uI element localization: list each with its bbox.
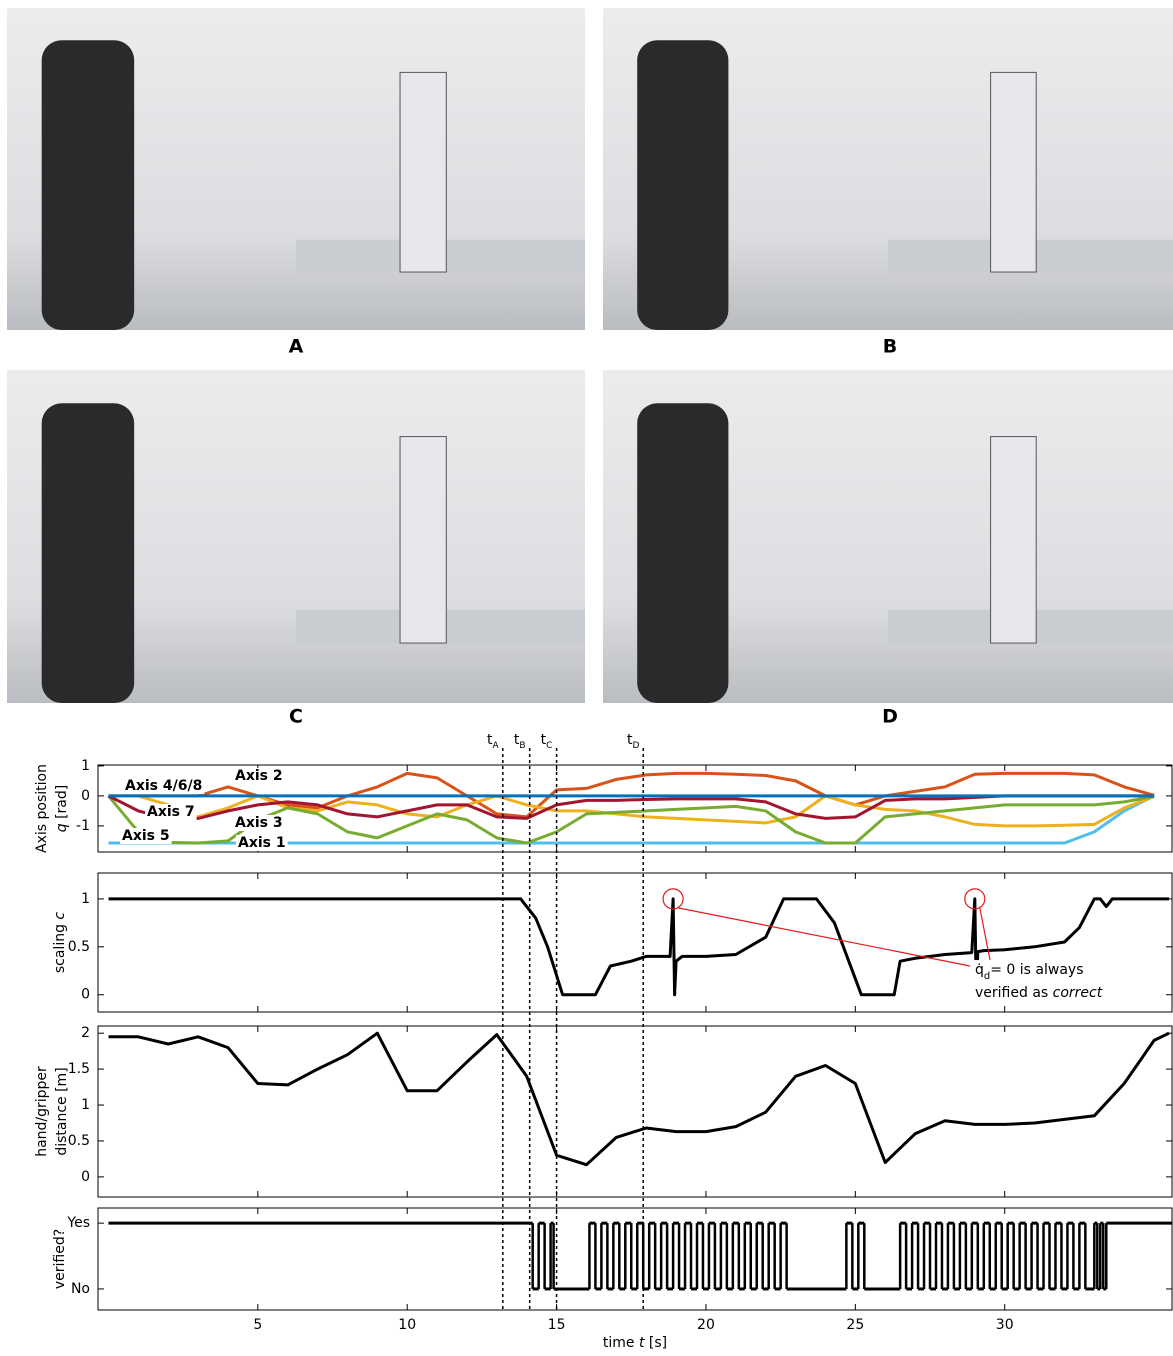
robot [991,437,1037,643]
text-part: verified? [52,1229,68,1289]
page: { "photos": [{"label": "A"}, {"label": "… [0,0,1173,1356]
annotation-text: verified as correct [975,985,1103,1001]
text-part: [s] [644,1335,667,1351]
y-tick-label: 0 [81,987,90,1003]
x-axis-label: time t [s] [603,1335,667,1351]
series-label: Axis 4/6/8 [125,778,202,794]
y-axis-label: q [rad] [54,785,70,833]
y-tick-label: 1.5 [68,1061,90,1077]
y-tick-label: 0.5 [68,1133,90,1149]
series-label: Axis 5 [122,828,170,844]
text-part: D [632,741,639,751]
text-part: time [603,1335,639,1351]
person [637,403,728,703]
robot [400,437,446,643]
photo-label: B [883,336,897,358]
person [42,40,134,330]
x-tick-label: 20 [697,1317,715,1333]
text-part: q [54,823,70,832]
figure: ABCD-101Axis positionq [rad]Axis 1Axis 2… [0,0,1173,1352]
x-tick-label: 25 [846,1317,864,1333]
series-label: Axis 3 [235,815,283,831]
text-part: hand/gripper [34,1066,50,1157]
photo-label: C [289,706,303,728]
time-marker-label: tB [514,732,526,751]
y-tick-label: 0 [81,788,90,804]
time-marker-label: tA [487,732,500,751]
x-tick-label: 15 [548,1317,566,1333]
text-part: verified as [975,985,1053,1001]
person [42,403,134,703]
text-part: B [519,741,525,751]
person [637,40,728,330]
text-part: = 0 is always [990,962,1083,978]
x-tick-label: 10 [398,1317,416,1333]
x-tick-label: 5 [253,1317,262,1333]
text-part: c [52,912,68,920]
y-tick-label: 2 [81,1025,90,1041]
y-tick-label: 0.5 [68,939,90,955]
y-axis-label: hand/gripper [34,1066,50,1157]
y-axis-label: verified? [52,1229,68,1289]
text-part: C [546,741,552,751]
series-label: Axis 7 [147,804,195,820]
y-tick-label: 1 [81,1097,90,1113]
y-tick-label: Yes [66,1215,90,1231]
y-axis-label: Axis position [34,764,50,853]
text-part: [rad] [54,785,70,824]
robot [991,72,1037,272]
text-part: q̇ [975,962,984,978]
x-tick-label: 30 [996,1317,1014,1333]
y-tick-label: 0 [81,1169,90,1185]
photo-label: D [882,706,898,728]
text-part: A [492,741,499,751]
y-tick-label: No [71,1281,90,1297]
y-tick-label: -1 [76,818,90,834]
series-label: Axis 1 [238,835,286,851]
time-marker-label: tC [541,732,553,751]
plot-frame [98,1026,1172,1197]
robot [400,72,446,272]
y-tick-label: 1 [81,758,90,774]
time-marker-label: tD [627,732,640,751]
y-tick-label: 1 [81,891,90,907]
text-part: distance [m] [54,1067,70,1155]
series-label: Axis 2 [235,768,283,784]
y-axis-label: scaling c [52,912,68,974]
text-part: Axis position [34,764,50,853]
y-axis-label: distance [m] [54,1067,70,1155]
text-part: correct [1053,985,1103,1001]
photo-label: A [289,336,304,358]
text-part: scaling [52,920,68,974]
